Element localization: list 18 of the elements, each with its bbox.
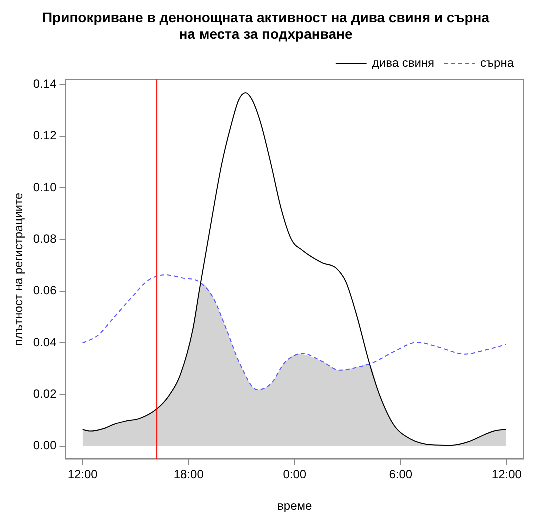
x-tick-label: 0:00 xyxy=(283,468,307,482)
chart-title: Припокриване в денонощната активност на дива свиня и сърна на места за подхранване xyxy=(42,9,490,42)
x-tick-label: 6:00 xyxy=(389,468,413,482)
legend-label: дива свиня xyxy=(372,56,435,70)
legend-label: сърна xyxy=(480,56,514,70)
y-tick-label: 0.14 xyxy=(33,77,58,92)
x-tick-label: 12:00 xyxy=(68,468,98,482)
y-tick-label: 0.04 xyxy=(33,335,58,350)
y-tick-label: 0.00 xyxy=(33,438,58,453)
y-tick-label: 0.06 xyxy=(33,284,58,298)
y-tick-label: 0.12 xyxy=(33,128,58,143)
x-tick-label: 18:00 xyxy=(174,468,204,482)
y-tick-label: 0.02 xyxy=(33,386,58,401)
x-tick-label: 12:00 xyxy=(492,468,522,482)
x-axis-title: време xyxy=(278,499,313,514)
y-axis-title: плътност на регистрациите xyxy=(12,192,26,346)
y-tick-label: 0.10 xyxy=(33,180,58,194)
y-tick-label: 0.08 xyxy=(33,232,58,246)
